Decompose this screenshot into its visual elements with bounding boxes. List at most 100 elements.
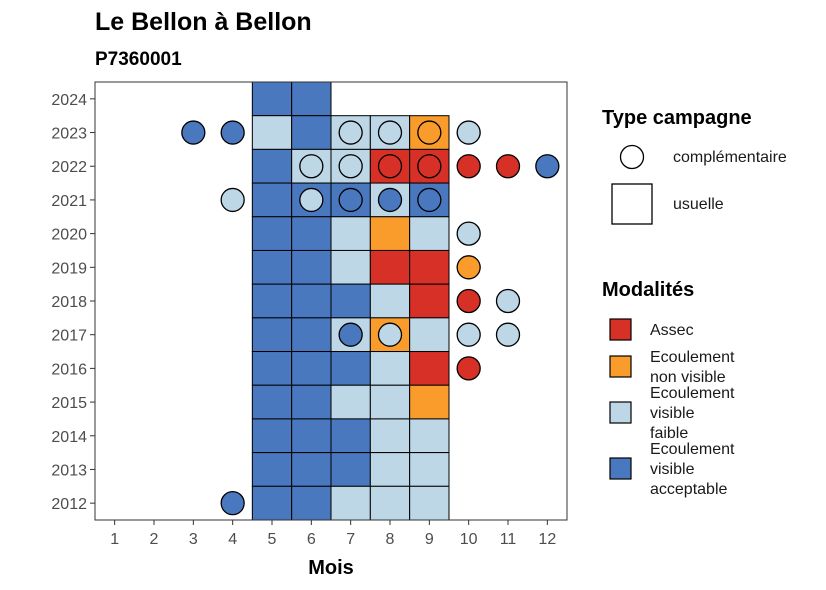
x-tick-label: 10 [460, 531, 478, 548]
tile-2020-9 [409, 216, 450, 251]
tile-2017-5 [251, 317, 293, 353]
legend-type-campagne: Type campagne complémentaire usuelle [602, 107, 787, 225]
tile-2017-9 [409, 317, 450, 353]
legend-label: Assec [650, 322, 694, 339]
x-tick-label: 9 [425, 531, 434, 548]
point-2023-7 [338, 120, 363, 145]
y-tick-label: 2013 [51, 462, 87, 479]
tile-2014-6 [291, 418, 332, 454]
legend-label: Ecoulement [650, 441, 735, 458]
tile-2023-6 [291, 115, 332, 150]
point-2018-10 [456, 288, 481, 314]
point-2023-3 [181, 120, 206, 145]
tile-2018-7 [330, 283, 371, 319]
point-2016-10 [456, 356, 481, 381]
x-tick-label: 12 [538, 531, 556, 548]
legend-label: complémentaire [673, 149, 787, 166]
x-axis: 1 2 3 4 5 6 7 8 9 10 11 12 [110, 520, 556, 548]
complementaire-points [181, 120, 560, 516]
legend-label: usuelle [673, 196, 724, 213]
y-tick-label: 2024 [51, 92, 87, 109]
tile-2015-8 [369, 384, 411, 420]
legend-color-key [609, 318, 632, 341]
legend-color-key [609, 457, 632, 480]
point-2021-4 [220, 187, 245, 213]
legend-label: non visible [650, 369, 726, 386]
legend-label: Ecoulement [650, 385, 735, 402]
legend-label: Ecoulement [650, 349, 735, 366]
tile-2016-5 [251, 351, 293, 386]
tile-2012-6 [291, 485, 332, 521]
point-2017-7 [338, 322, 363, 347]
x-tick-label: 4 [228, 531, 237, 548]
tile-2014-8 [369, 418, 411, 454]
y-tick-label: 2017 [51, 328, 87, 345]
y-tick-label: 2019 [51, 260, 87, 277]
x-tick-label: 11 [500, 531, 517, 548]
legend-color-key [609, 355, 632, 378]
tile-2012-8 [369, 485, 411, 521]
point-2022-10 [456, 154, 481, 179]
point-2022-9 [417, 154, 442, 179]
y-tick-label: 2018 [51, 294, 87, 311]
tile-2022-5 [251, 148, 293, 184]
x-tick-label: 7 [346, 531, 355, 548]
legend-square-key [611, 183, 653, 225]
point-2022-11 [495, 154, 521, 179]
chart-subtitle: P7360001 [95, 49, 182, 70]
tile-2018-8 [369, 283, 411, 319]
point-2021-7 [338, 187, 363, 213]
tile-2013-9 [409, 452, 450, 487]
tile-2015-9 [409, 384, 450, 420]
y-tick-label: 2021 [51, 193, 87, 210]
tile-2013-8 [369, 452, 411, 487]
point-2022-7 [338, 154, 363, 179]
x-axis-label: Mois [308, 557, 354, 579]
tile-2020-8 [369, 216, 411, 251]
point-2019-10 [456, 255, 481, 280]
y-tick-label: 2020 [51, 227, 87, 244]
tile-2019-8 [369, 249, 411, 285]
point-2017-8 [377, 322, 403, 347]
point-2022-12 [535, 154, 560, 179]
legend-title: Type campagne [602, 107, 752, 129]
point-2021-8 [377, 187, 403, 213]
point-2023-4 [220, 120, 245, 145]
tile-2015-7 [330, 384, 371, 420]
chart-title: Le Bellon à Bellon [95, 8, 312, 36]
point-2022-6 [299, 154, 324, 179]
y-tick-label: 2012 [51, 496, 87, 513]
usuelle-tiles [251, 81, 450, 521]
tile-2018-5 [251, 283, 293, 319]
tile-2018-9 [409, 283, 450, 319]
tile-2013-5 [251, 452, 293, 487]
tile-2016-9 [409, 351, 450, 386]
x-tick-label: 6 [307, 531, 316, 548]
tile-2014-5 [251, 418, 293, 454]
tile-2019-7 [330, 249, 371, 285]
point-2023-8 [377, 120, 403, 145]
point-2022-8 [377, 154, 403, 179]
tile-2016-8 [369, 351, 411, 386]
y-tick-label: 2023 [51, 126, 87, 143]
point-2018-11 [495, 288, 521, 314]
point-2020-10 [456, 221, 481, 246]
point-2017-11 [495, 322, 521, 347]
tile-2014-9 [409, 418, 450, 454]
tile-2012-7 [330, 485, 371, 521]
y-tick-label: 2022 [51, 159, 87, 176]
legend-label: acceptable [650, 481, 727, 498]
legend-label: faible [650, 425, 688, 442]
tile-2013-7 [330, 452, 371, 487]
tile-2023-5 [251, 115, 293, 150]
x-tick-label: 5 [268, 531, 277, 548]
legend-title: Modalités [602, 279, 694, 301]
y-tick-label: 2016 [51, 361, 87, 378]
y-axis: 2012 2013 2014 2015 2016 2017 2018 2019 2020 2021… [51, 92, 95, 513]
y-tick-label: 2014 [51, 429, 87, 446]
point-2021-9 [417, 187, 442, 213]
legend-circle-key [619, 144, 645, 170]
legend-label: visible [650, 405, 695, 422]
tile-2015-6 [291, 384, 332, 420]
